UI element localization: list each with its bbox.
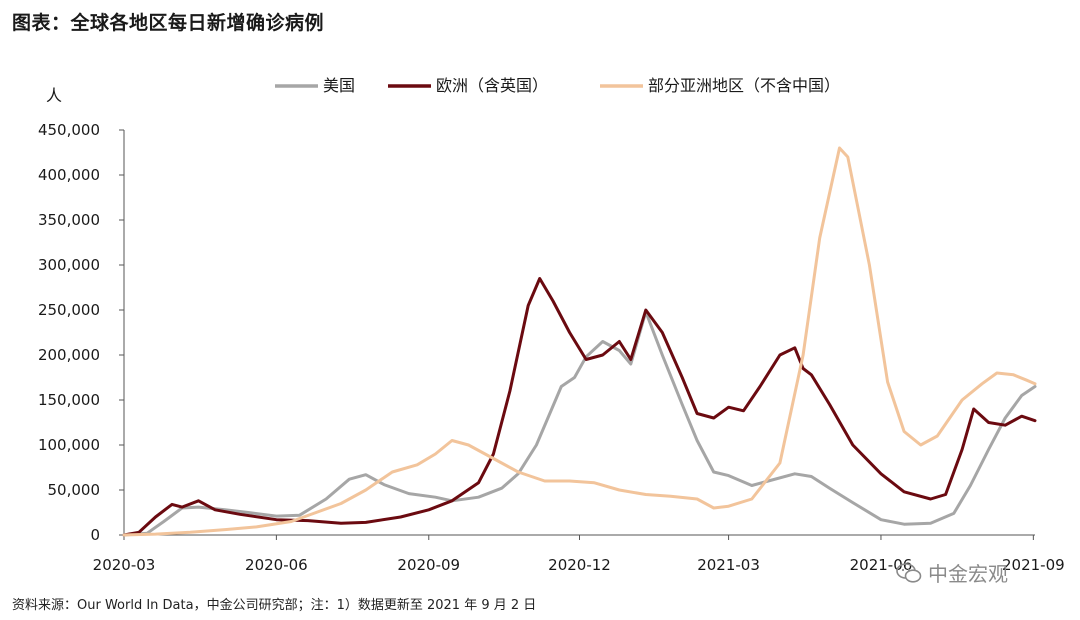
chart-title: 图表：全球各地区每日新增确诊病例 (12, 12, 325, 34)
legend-label: 部分亚洲地区（不含中国） (648, 76, 840, 95)
y-tick-label: 450,000 (38, 121, 100, 139)
legend-label: 美国 (323, 76, 355, 95)
y-tick-label: 50,000 (48, 481, 101, 499)
y-tick-label: 250,000 (38, 301, 100, 319)
watermark: 中金宏观 (896, 558, 1008, 587)
watermark-text: 中金宏观 (928, 562, 1008, 586)
x-tick-label: 2020-09 (397, 556, 460, 574)
y-axis: 0 50,000 100,000 150,000 200,000 250,000 300,0… (38, 121, 125, 544)
x-tick-label: 2021-09 (1002, 556, 1065, 574)
chart-series (122, 146, 1037, 537)
x-tick-label: 2021-03 (697, 556, 760, 574)
x-tick-label: 2020-12 (548, 556, 611, 574)
y-tick-label: 0 (90, 526, 100, 544)
source-note: 资料来源：Our World In Data，中金公司研究部；注：1）数据更新至… (12, 598, 537, 613)
x-tick-label: 2020-03 (93, 556, 156, 574)
legend-label: 欧洲（含英国） (436, 76, 548, 95)
series-line-2 (122, 277, 1037, 537)
series-line-3 (122, 146, 1037, 537)
x-tick-label: 2020-06 (245, 556, 308, 574)
y-tick-label: 100,000 (38, 436, 100, 454)
y-tick-label: 300,000 (38, 256, 100, 274)
line-chart: 美国 欧洲（含英国） 部分亚洲地区（不含中国） 人 0 50,000 100,000 15… (38, 76, 1065, 574)
x-axis: 2020-03 2020-06 2020-09 2020-12 2021-03 2021-… (93, 534, 1065, 574)
wechat-icon (896, 562, 922, 583)
y-tick-label: 150,000 (38, 391, 100, 409)
y-axis-unit-label: 人 (46, 86, 62, 105)
series-line-1 (122, 310, 1037, 537)
y-tick-label: 400,000 (38, 166, 100, 184)
chart-legend: 美国 欧洲（含英国） 部分亚洲地区（不含中国） (275, 76, 840, 95)
y-tick-label: 200,000 (38, 346, 100, 364)
y-tick-label: 350,000 (38, 211, 100, 229)
